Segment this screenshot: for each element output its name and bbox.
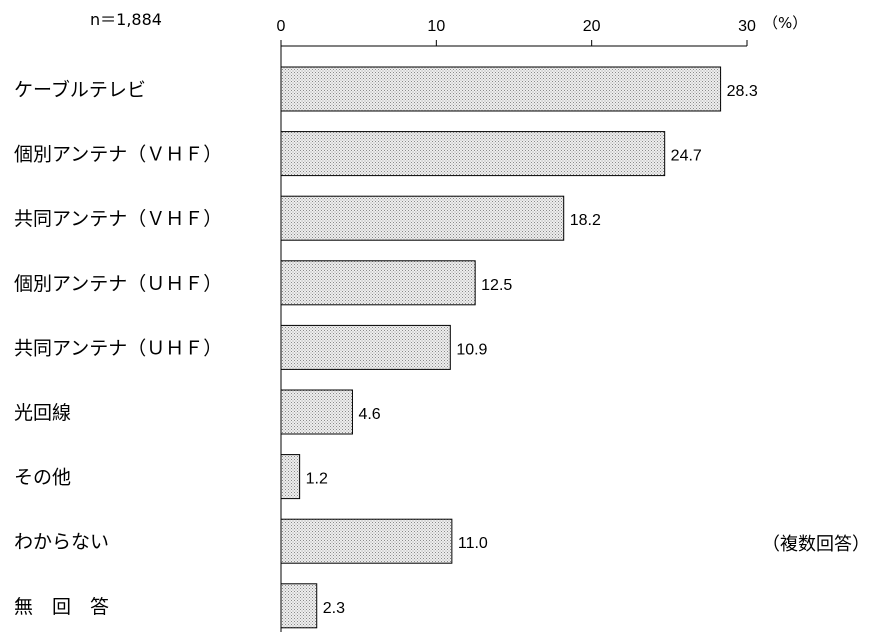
bar (280, 518, 453, 564)
bar (280, 66, 722, 112)
x-tick-label: 20 (583, 18, 601, 35)
sample-size-label: n＝1,884 (90, 10, 162, 29)
value-label: 12.5 (481, 277, 512, 294)
category-label: その他 (14, 467, 71, 489)
bar (280, 195, 565, 241)
x-tick-label: 0 (277, 18, 286, 35)
note-label: （複数回答） (762, 534, 870, 555)
x-tick-label: 10 (427, 18, 445, 35)
category-label: 個別アンテナ（ＶＨＦ） (14, 144, 222, 166)
category-label: ケーブルテレビ (14, 78, 146, 101)
value-label: 1.2 (306, 471, 328, 488)
value-label: 2.3 (323, 600, 345, 617)
bar (280, 583, 318, 629)
x-tick-label: 30 (738, 18, 756, 35)
value-label: 28.3 (727, 83, 758, 100)
bar (280, 131, 666, 177)
bar (280, 324, 451, 370)
bar (280, 454, 301, 500)
category-label: 共同アンテナ（ＵＨＦ） (14, 337, 222, 359)
unit-label: （%） (763, 14, 807, 32)
category-label: 共同アンテナ（ＶＨＦ） (14, 208, 222, 230)
category-label: わからない (14, 531, 109, 553)
value-label: 10.9 (456, 341, 487, 358)
bar (280, 389, 353, 435)
value-label: 4.6 (358, 406, 380, 423)
value-label: 18.2 (570, 212, 601, 229)
bars: ケーブルテレビ 28.3 個別アンテナ（ＶＨＦ） 24.7 共同アンテナ（ＶＨＦ） 18.… (14, 66, 758, 629)
category-label: 無 回 答 (14, 596, 109, 618)
bar (280, 260, 476, 306)
category-label: 光回線 (14, 402, 71, 424)
category-label: 個別アンテナ（ＵＨＦ） (14, 273, 222, 295)
value-label: 11.0 (458, 535, 488, 552)
value-label: 24.7 (671, 148, 702, 165)
